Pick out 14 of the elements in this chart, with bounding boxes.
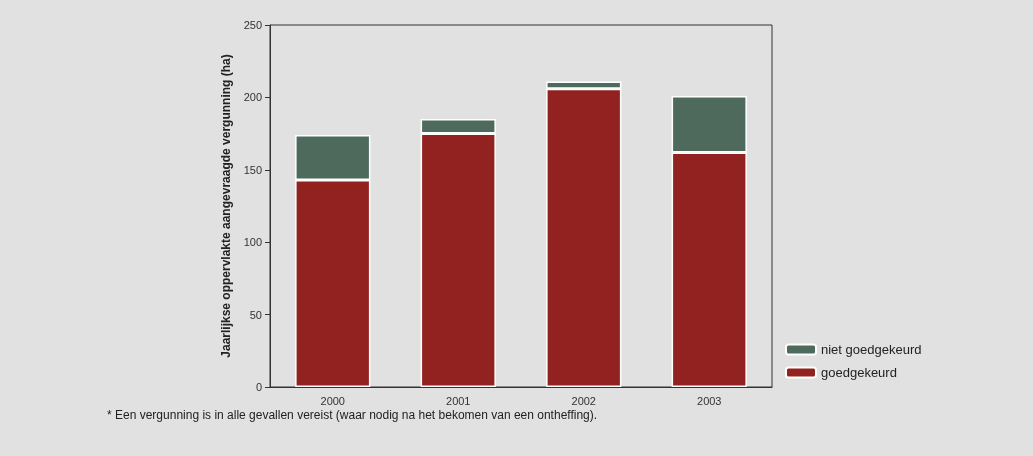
legend-label: goedgekeurd	[821, 365, 897, 380]
y-tick-label: 0	[255, 381, 262, 393]
x-tick-label: 2001	[446, 394, 471, 407]
y-tick-label: 200	[243, 91, 262, 104]
y-axis-title: Jaarlijkse oppervlakte aangevraagde vergunning (ha)	[219, 54, 233, 358]
x-tick-label: 2003	[697, 394, 722, 407]
y-tick-label: 50	[249, 308, 262, 321]
text: * Een vergunning is in alle gevallen vereist (waar nodig na het bekomen van een ontheffing).	[107, 408, 598, 422]
y-tick-label: 100	[243, 236, 262, 249]
legend-label: niet goedgekeurd	[821, 342, 922, 357]
y-tick-label: 250	[243, 19, 262, 31]
x-tick-label: 2002	[571, 394, 596, 407]
y-tick-label: 150	[243, 163, 262, 176]
x-tick-label: 2000	[320, 394, 345, 407]
